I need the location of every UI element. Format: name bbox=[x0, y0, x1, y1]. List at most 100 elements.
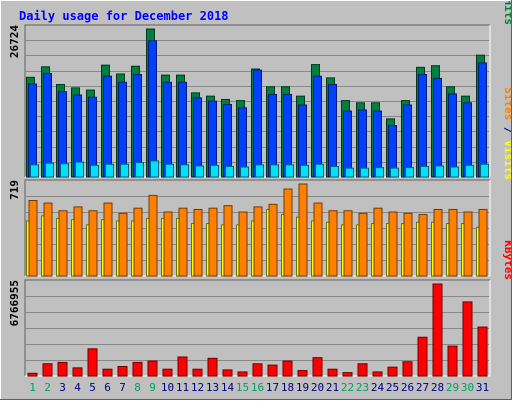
bar-kbytes-day-29 bbox=[447, 345, 458, 377]
panel-bevel-dark bbox=[24, 179, 490, 276]
day-label-18: 18 bbox=[281, 381, 294, 394]
day-label-3: 3 bbox=[59, 381, 66, 394]
day-label-20: 20 bbox=[311, 381, 324, 394]
bar-kbytes-day-27 bbox=[417, 336, 428, 377]
bar-sites-day-30 bbox=[463, 211, 473, 277]
panel-legend: KBytes bbox=[502, 240, 512, 280]
bar-pages-day-18 bbox=[285, 164, 294, 178]
bar-pages-day-2 bbox=[45, 162, 54, 178]
bar-sites-day-1 bbox=[28, 200, 38, 277]
bar-sites-day-6 bbox=[103, 202, 113, 277]
bar-kbytes-day-12 bbox=[192, 368, 203, 377]
bar-files-day-8 bbox=[133, 74, 142, 178]
panel-legend: Pages / Files / Hits bbox=[502, 0, 512, 25]
bar-files-day-23 bbox=[358, 109, 367, 178]
bar-pages-day-30 bbox=[465, 164, 474, 178]
y-max-label: 6766955 bbox=[8, 280, 21, 326]
bar-sites-day-16 bbox=[253, 206, 263, 277]
day-label-24: 24 bbox=[371, 381, 385, 394]
bar-pages-day-16 bbox=[255, 164, 264, 178]
bar-pages-day-28 bbox=[435, 165, 444, 178]
day-label-16: 16 bbox=[251, 381, 264, 394]
bar-kbytes-day-7 bbox=[117, 365, 128, 377]
bar-sites-day-4 bbox=[73, 206, 83, 277]
bar-kbytes-day-4 bbox=[72, 367, 83, 377]
bar-pages-day-19 bbox=[300, 164, 309, 178]
bar-pages-day-4 bbox=[75, 161, 84, 178]
bar-files-day-16 bbox=[253, 69, 262, 178]
legend-entry: Hits bbox=[502, 0, 512, 25]
bar-pages-day-15 bbox=[240, 166, 249, 178]
bar-pages-day-11 bbox=[180, 164, 189, 178]
bar-files-day-9 bbox=[148, 40, 157, 178]
chart-title: Daily usage for December 2018 bbox=[19, 9, 229, 23]
bar-files-day-28 bbox=[433, 77, 442, 178]
bar-files-day-21 bbox=[328, 84, 337, 178]
day-label-2: 2 bbox=[44, 381, 51, 394]
day-label-12: 12 bbox=[191, 381, 204, 394]
panel-legend: Sites / Visits bbox=[502, 87, 512, 180]
day-label-19: 19 bbox=[296, 381, 309, 394]
panel-1: 26724 Pages / Files / Hits bbox=[8, 0, 512, 178]
bar-sites-day-20 bbox=[313, 202, 323, 277]
bar-kbytes-day-21 bbox=[327, 368, 338, 377]
day-label-31: 31 bbox=[476, 381, 489, 394]
bar-sites-day-9 bbox=[148, 194, 158, 277]
bar-pages-day-1 bbox=[30, 164, 39, 178]
bar-sites-day-29 bbox=[448, 208, 458, 277]
bar-kbytes-day-10 bbox=[162, 368, 173, 377]
day-label-14: 14 bbox=[221, 381, 235, 394]
day-label-29: 29 bbox=[446, 381, 459, 394]
bar-kbytes-day-25 bbox=[387, 366, 398, 377]
panel-3: 6766955 KBytes bbox=[8, 240, 512, 377]
bar-sites-day-5 bbox=[88, 210, 98, 277]
day-label-11: 11 bbox=[176, 381, 189, 394]
bar-kbytes-day-26 bbox=[402, 361, 413, 377]
bar-kbytes-day-11 bbox=[177, 356, 188, 377]
bar-pages-day-20 bbox=[315, 163, 324, 178]
bar-sites-day-19 bbox=[298, 183, 308, 277]
day-label-10: 10 bbox=[161, 381, 174, 394]
bar-kbytes-day-9 bbox=[147, 360, 158, 377]
x-axis-day-labels: 1 2 3 4 5 6 7 8 9 10 11 12 13 14 15 16 17 18 19 20 21 22 23 24 2… bbox=[29, 381, 489, 394]
y-max-label: 26724 bbox=[8, 25, 21, 58]
bar-kbytes-day-5 bbox=[87, 348, 98, 377]
bar-sites-day-2 bbox=[43, 202, 53, 277]
bar-pages-day-14 bbox=[225, 165, 234, 178]
bar-kbytes-day-17 bbox=[267, 364, 278, 377]
bar-sites-day-27 bbox=[418, 214, 428, 277]
bar-sites-day-25 bbox=[388, 211, 398, 277]
day-label-13: 13 bbox=[206, 381, 219, 394]
day-label-5: 5 bbox=[89, 381, 96, 394]
bar-sites-day-31 bbox=[478, 208, 488, 277]
bar-files-day-7 bbox=[118, 81, 127, 178]
y-max-label: 719 bbox=[8, 180, 21, 200]
day-label-22: 22 bbox=[341, 381, 354, 394]
bar-sites-day-21 bbox=[328, 210, 338, 277]
bar-files-day-26 bbox=[403, 104, 412, 178]
bar-pages-day-27 bbox=[420, 165, 429, 178]
bar-files-day-20 bbox=[313, 75, 322, 178]
bar-sites-day-18 bbox=[283, 188, 293, 277]
bar-sites-day-28 bbox=[433, 208, 443, 277]
bar-files-day-22 bbox=[343, 110, 352, 178]
bar-pages-day-9 bbox=[150, 160, 159, 178]
legend-entry: KBytes bbox=[502, 240, 512, 280]
bar-sites-day-22 bbox=[343, 210, 353, 277]
day-label-4: 4 bbox=[74, 381, 81, 394]
bar-pages-day-29 bbox=[450, 166, 459, 178]
bar-pages-day-10 bbox=[165, 163, 174, 178]
day-label-25: 25 bbox=[386, 381, 399, 394]
legend-entry: Sites bbox=[502, 87, 512, 120]
bar-kbytes-day-13 bbox=[207, 357, 218, 377]
bar-pages-day-31 bbox=[480, 163, 489, 178]
bar-sites-day-17 bbox=[268, 203, 278, 277]
bar-files-day-10 bbox=[163, 81, 172, 178]
bar-pages-day-13 bbox=[210, 164, 219, 178]
bar-pages-day-3 bbox=[60, 163, 69, 178]
bar-files-day-6 bbox=[103, 75, 112, 178]
bar-sites-day-12 bbox=[193, 208, 203, 277]
bar-kbytes-day-15 bbox=[237, 371, 248, 377]
panel-bevel-dark bbox=[24, 279, 490, 376]
